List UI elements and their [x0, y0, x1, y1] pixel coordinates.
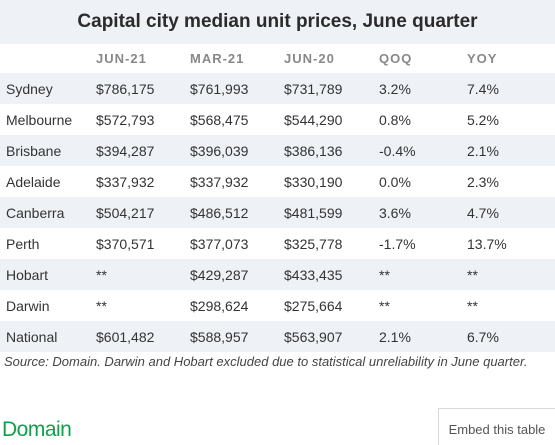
column-header: JUN-21	[96, 44, 190, 73]
table-row: Hobart ** $429,287 $433,435 ** **	[0, 259, 555, 290]
value-cell: $486,512	[190, 197, 284, 228]
table-row: Adelaide $337,932 $337,932 $330,190 0.0% 2.3%	[0, 166, 555, 197]
value-cell: 0.8%	[379, 104, 467, 135]
city-cell: Brisbane	[0, 135, 96, 166]
value-cell: $572,793	[96, 104, 190, 135]
value-cell: $588,957	[190, 321, 284, 352]
value-cell: 2.1%	[379, 321, 467, 352]
table-row: National $601,482 $588,957 $563,907 2.1% 6.7%	[0, 321, 555, 352]
value-cell: 2.1%	[467, 135, 555, 166]
value-cell: $761,993	[190, 73, 284, 104]
value-cell: 6.7%	[467, 321, 555, 352]
table-row: Melbourne $572,793 $568,475 $544,290 0.8% 5.2…	[0, 104, 555, 135]
embed-table-button[interactable]: Embed this table	[438, 408, 555, 445]
city-cell: Darwin	[0, 290, 96, 321]
value-cell: **	[96, 290, 190, 321]
value-cell: $330,190	[284, 166, 379, 197]
value-cell: **	[379, 290, 467, 321]
city-cell: Adelaide	[0, 166, 96, 197]
value-cell: $386,136	[284, 135, 379, 166]
column-header: QOQ	[379, 44, 467, 73]
value-cell: 5.2%	[467, 104, 555, 135]
value-cell: $731,789	[284, 73, 379, 104]
city-cell: Melbourne	[0, 104, 96, 135]
value-cell: 4.7%	[467, 197, 555, 228]
price-table: JUN-21 MAR-21 JUN-20 QOQ YOY Sydney $786,…	[0, 44, 555, 352]
value-cell: **	[96, 259, 190, 290]
value-cell: $394,287	[96, 135, 190, 166]
value-cell: $337,932	[96, 166, 190, 197]
value-cell: $396,039	[190, 135, 284, 166]
value-cell: $481,599	[284, 197, 379, 228]
domain-logo[interactable]: Domain	[2, 418, 72, 441]
value-cell: $370,571	[96, 228, 190, 259]
value-cell: 2.3%	[467, 166, 555, 197]
value-cell: **	[379, 259, 467, 290]
value-cell: $786,175	[96, 73, 190, 104]
value-cell: 7.4%	[467, 73, 555, 104]
value-cell: **	[467, 290, 555, 321]
column-header: MAR-21	[190, 44, 284, 73]
city-cell: Sydney	[0, 73, 96, 104]
column-header: JUN-20	[284, 44, 379, 73]
city-cell: National	[0, 321, 96, 352]
value-cell: -1.7%	[379, 228, 467, 259]
value-cell: $544,290	[284, 104, 379, 135]
value-cell: $504,217	[96, 197, 190, 228]
value-cell: $568,475	[190, 104, 284, 135]
table-title: Capital city median unit prices, June qu…	[0, 0, 555, 44]
table-row: Perth $370,571 $377,073 $325,778 -1.7% 13.7%	[0, 228, 555, 259]
value-cell: **	[467, 259, 555, 290]
value-cell: $275,664	[284, 290, 379, 321]
value-cell: 0.0%	[379, 166, 467, 197]
table-row: Sydney $786,175 $761,993 $731,789 3.2% 7.4%	[0, 73, 555, 104]
city-cell: Perth	[0, 228, 96, 259]
city-cell: Hobart	[0, 259, 96, 290]
value-cell: 3.6%	[379, 197, 467, 228]
value-cell: $429,287	[190, 259, 284, 290]
value-cell: $325,778	[284, 228, 379, 259]
column-header	[0, 44, 96, 73]
header-row: JUN-21 MAR-21 JUN-20 QOQ YOY	[0, 44, 555, 73]
value-cell: 3.2%	[379, 73, 467, 104]
value-cell: -0.4%	[379, 135, 467, 166]
column-header: YOY	[467, 44, 555, 73]
value-cell: $563,907	[284, 321, 379, 352]
value-cell: $298,624	[190, 290, 284, 321]
value-cell: $601,482	[96, 321, 190, 352]
table-row: Canberra $504,217 $486,512 $481,599 3.6% 4.7%	[0, 197, 555, 228]
source-note: Source: Domain. Darwin and Hobart exclud…	[4, 354, 528, 369]
city-cell: Canberra	[0, 197, 96, 228]
value-cell: $337,932	[190, 166, 284, 197]
value-cell: 13.7%	[467, 228, 555, 259]
table-row: Brisbane $394,287 $396,039 $386,136 -0.4% 2.1…	[0, 135, 555, 166]
value-cell: $433,435	[284, 259, 379, 290]
table-row: Darwin ** $298,624 $275,664 ** **	[0, 290, 555, 321]
value-cell: $377,073	[190, 228, 284, 259]
